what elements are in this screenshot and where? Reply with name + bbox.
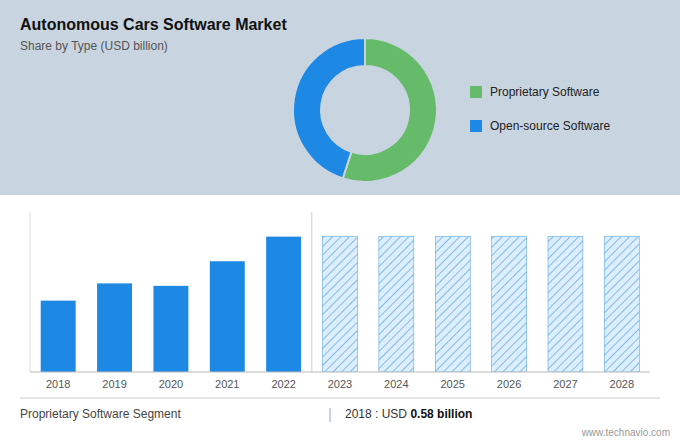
footer-right-bold: 0.58 billion (410, 407, 472, 421)
x-tick-label: 2018 (46, 378, 70, 390)
y-axis-line (30, 212, 31, 372)
x-tick-label: 2021 (215, 378, 239, 390)
bar (153, 286, 188, 372)
bar (435, 237, 470, 372)
subtitle: Share by Type (USD billion) (20, 39, 168, 53)
bars (41, 237, 640, 372)
footer-separator (20, 398, 660, 399)
x-tick-label: 2024 (384, 378, 408, 390)
x-tick-label: 2023 (328, 378, 352, 390)
x-tick-label: 2027 (553, 378, 577, 390)
bar (379, 237, 414, 372)
watermark: www.technavio.com (581, 427, 670, 438)
x-tick-label: 2025 (440, 378, 464, 390)
x-tick-label: 2026 (497, 378, 521, 390)
donut (293, 38, 437, 182)
bar (210, 261, 245, 372)
legend-swatch (470, 120, 482, 132)
legend-swatch (470, 86, 482, 98)
legend-label: Open-source Software (490, 119, 610, 133)
x-tick-label: 2020 (159, 378, 183, 390)
footer-divider: | (328, 405, 332, 422)
bar (323, 237, 358, 372)
footer-right: 2018 : USD 0.58 billion (345, 407, 472, 421)
x-axis-line (30, 372, 650, 373)
donut-slice (293, 38, 365, 178)
bar (41, 301, 76, 372)
legend-label: Proprietary Software (490, 85, 600, 99)
background (0, 0, 680, 440)
title: Autonomous Cars Software Market (20, 16, 287, 33)
footer-left: Proprietary Software Segment (20, 407, 181, 421)
bar (266, 237, 301, 372)
bar (97, 283, 132, 372)
top-panel (0, 0, 680, 195)
footer-right-plain: 2018 : USD (345, 407, 410, 421)
forecast-divider (311, 212, 312, 372)
chart-root: Autonomous Cars Software Market Share by … (0, 0, 680, 440)
bar (548, 237, 583, 372)
bar (492, 237, 527, 372)
x-tick-label: 2022 (271, 378, 295, 390)
x-tick-label: 2019 (102, 378, 126, 390)
x-tick-label: 2028 (610, 378, 634, 390)
bar (604, 237, 639, 372)
